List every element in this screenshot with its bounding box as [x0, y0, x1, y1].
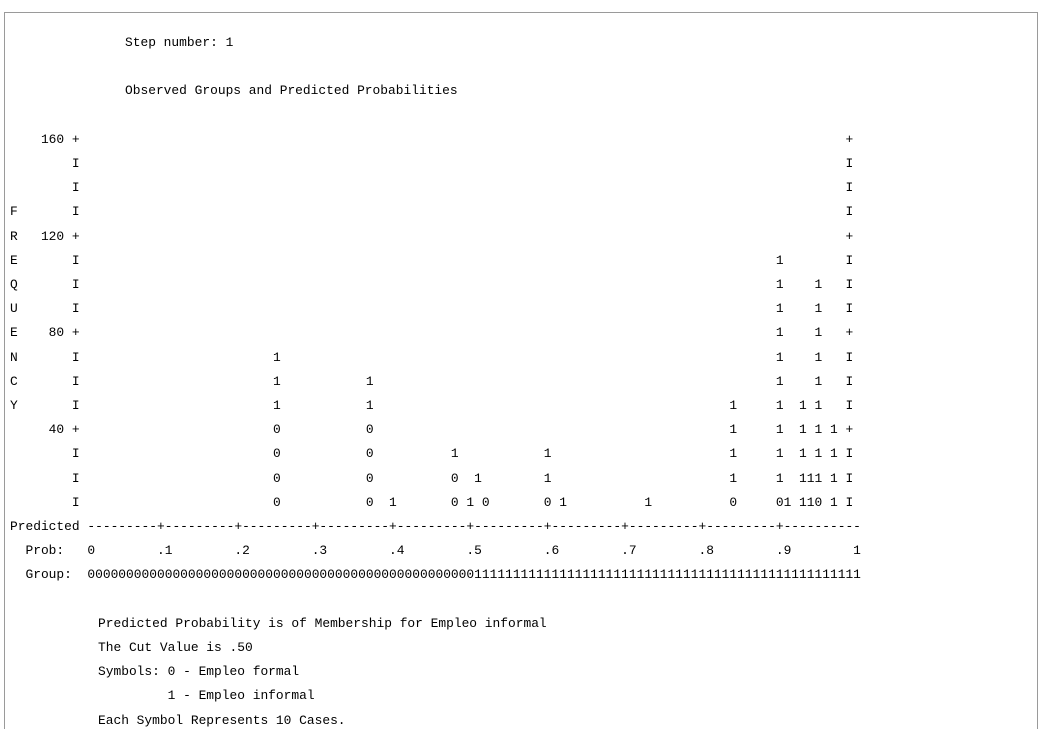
histogram-row: 40 + 0 0 1 1 1 1 1 + [10, 422, 854, 438]
spss-output: Step number: 1 Observed Groups and Predi… [10, 31, 861, 733]
histogram-row: R 120 + + [10, 228, 854, 244]
histogram-row: I I [10, 156, 854, 172]
histogram-row: C I 1 1 1 1 I [10, 373, 854, 389]
histogram-row: 160 + + [10, 131, 854, 147]
histogram-row: E I 1 I [10, 252, 854, 268]
histogram-row: Group: 000000000000000000000000000000000… [10, 567, 861, 583]
histogram-row: Q I 1 1 I [10, 277, 854, 293]
histogram-row: I 0 0 0 1 1 1 1 111 1 I [10, 470, 854, 486]
symbol-0-note: Symbols: 0 - Empleo formal [98, 664, 300, 680]
step-number-text: Step number: 1 [125, 35, 234, 50]
histogram-row: N I 1 1 1 I [10, 349, 854, 365]
histogram-row: Prob: 0 .1 .2 .3 .4 .5 .6 .7 .8 .9 1 [10, 543, 861, 559]
histogram-row: I 0 0 1 0 1 0 0 1 1 0 01 110 1 I [10, 494, 854, 510]
histogram-row: E 80 + 1 1 + [10, 325, 854, 341]
histogram-row: Y I 1 1 1 1 1 1 I [10, 398, 854, 414]
histogram-row: I 0 0 1 1 1 1 1 1 1 I [10, 446, 854, 462]
histogram-row: Predicted ---------+---------+---------+… [10, 519, 861, 535]
cases-per-symbol-note: Each Symbol Represents 10 Cases. [98, 712, 346, 728]
symbol-1-note: 1 - Empleo informal [98, 688, 315, 704]
cut-value-note: The Cut Value is .50 [98, 640, 253, 656]
legend-block: Predicted Probability is of Membership f… [10, 612, 547, 733]
histogram-row: I I [10, 180, 854, 196]
chart-title: Observed Groups and Predicted Probabilit… [125, 83, 458, 99]
histogram-block: 160 + + I [10, 132, 861, 583]
output-frame [4, 12, 1038, 729]
histogram-row: U I 1 1 I [10, 301, 854, 317]
membership-note: Predicted Probability is of Membership f… [98, 615, 547, 631]
histogram-row: F I I [10, 204, 854, 220]
